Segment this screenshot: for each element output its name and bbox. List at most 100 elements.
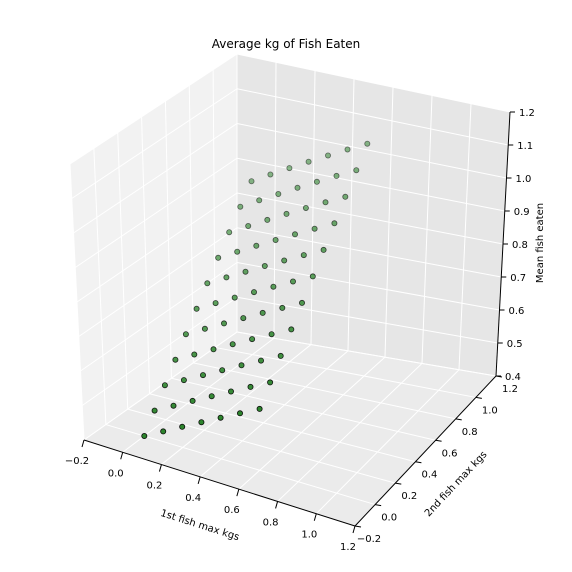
x-tick-label: 0.6 xyxy=(224,505,240,516)
grid-lines xyxy=(69,53,511,527)
x-grid-line xyxy=(277,363,423,502)
x-tick-label: 1.0 xyxy=(301,530,317,541)
y-axis-label: 2nd fish max kgs xyxy=(423,449,490,519)
z-tick-label: 0.8 xyxy=(512,240,528,251)
data-point xyxy=(223,274,230,281)
y-tick-label: −0.2 xyxy=(357,534,381,545)
data-point xyxy=(212,300,219,307)
y-grid-line xyxy=(149,393,416,463)
x-tick-label: −0.2 xyxy=(65,456,89,467)
data-point xyxy=(238,362,245,369)
x-axis-line xyxy=(83,439,356,527)
y-tick-label: 0.6 xyxy=(442,448,458,459)
data-point xyxy=(300,252,307,259)
y-tick-label: 1.2 xyxy=(502,384,518,395)
left-pane xyxy=(70,54,237,440)
z-grid-line xyxy=(236,123,507,179)
y-tick-label: 0.0 xyxy=(381,513,397,524)
data-point xyxy=(294,184,301,191)
data-point xyxy=(204,280,211,287)
data-point xyxy=(283,210,290,217)
data-point xyxy=(279,304,286,311)
axes-panes xyxy=(70,54,510,526)
data-point xyxy=(250,289,257,296)
y-tick-mark xyxy=(354,525,362,528)
z-grid-line xyxy=(236,192,504,245)
data-point xyxy=(247,383,254,390)
data-points xyxy=(141,140,371,439)
z-grid-line xyxy=(236,296,498,344)
data-point xyxy=(180,377,187,384)
data-point xyxy=(311,225,318,232)
data-point xyxy=(302,204,309,211)
data-point xyxy=(160,428,167,435)
z-grid-line xyxy=(78,227,238,337)
data-point xyxy=(291,231,298,238)
x-grid-line xyxy=(315,369,460,515)
data-point xyxy=(240,315,247,322)
data-point xyxy=(179,423,186,430)
y-tick-mark xyxy=(395,482,402,485)
y-tick-label: 0.8 xyxy=(462,427,478,438)
x-tick-mark xyxy=(236,489,240,497)
z-grid-line xyxy=(69,53,238,165)
data-point xyxy=(182,331,189,338)
data-point xyxy=(257,357,264,364)
data-point xyxy=(261,262,268,269)
data-point xyxy=(234,248,241,255)
data-point xyxy=(249,336,256,343)
data-point xyxy=(267,379,274,386)
z-grid-line xyxy=(81,296,238,406)
x-tick-mark xyxy=(158,464,162,472)
data-point xyxy=(208,393,215,400)
x-tick-mark xyxy=(120,452,124,460)
data-point xyxy=(320,246,327,253)
data-point xyxy=(331,220,338,227)
data-point xyxy=(256,197,263,204)
x-tick-mark xyxy=(81,439,85,448)
data-point xyxy=(226,229,233,236)
z-grid-line xyxy=(76,192,238,303)
data-point xyxy=(289,278,296,285)
data-point xyxy=(272,236,279,243)
y-tick-label: 1.0 xyxy=(482,405,498,416)
chart-title: Average kg of Fish Eaten xyxy=(212,37,361,51)
z-tick-label: 0.4 xyxy=(505,372,521,383)
data-point xyxy=(215,254,222,261)
data-point xyxy=(227,388,234,395)
z-tick-label: 0.6 xyxy=(509,306,525,317)
data-point xyxy=(201,325,208,332)
data-point xyxy=(333,172,340,179)
y-grid-line xyxy=(215,346,476,398)
data-point xyxy=(277,352,284,359)
z-tick-label: 1.2 xyxy=(519,108,535,119)
data-point xyxy=(237,203,244,210)
data-point xyxy=(191,351,198,358)
data-point xyxy=(236,410,243,417)
y-tick-mark xyxy=(455,418,462,421)
y-tick-label: 0.2 xyxy=(401,491,417,502)
data-point xyxy=(342,193,349,200)
data-point xyxy=(217,414,224,421)
data-point xyxy=(193,305,200,312)
x-grid-line xyxy=(238,356,386,490)
data-point xyxy=(298,299,305,306)
z-grid-line xyxy=(236,227,502,278)
data-point xyxy=(286,165,293,172)
data-point xyxy=(267,171,274,178)
x-tick-label: 0.2 xyxy=(146,481,162,492)
data-point xyxy=(141,432,148,439)
axis-ticks: −0.20.00.20.40.60.81.01.2−0.20.00.20.40.… xyxy=(65,108,535,553)
z-tick-label: 0.5 xyxy=(507,339,523,350)
z-grid-line xyxy=(236,88,509,146)
data-point xyxy=(264,216,271,223)
z-grid-line xyxy=(236,53,511,113)
y-tick-label: 0.4 xyxy=(421,470,437,481)
y-grid-line xyxy=(127,408,396,484)
x-grid-line xyxy=(161,344,312,465)
data-point xyxy=(270,283,277,290)
y-grid-line xyxy=(105,424,376,506)
y-tick-mark xyxy=(475,396,482,399)
